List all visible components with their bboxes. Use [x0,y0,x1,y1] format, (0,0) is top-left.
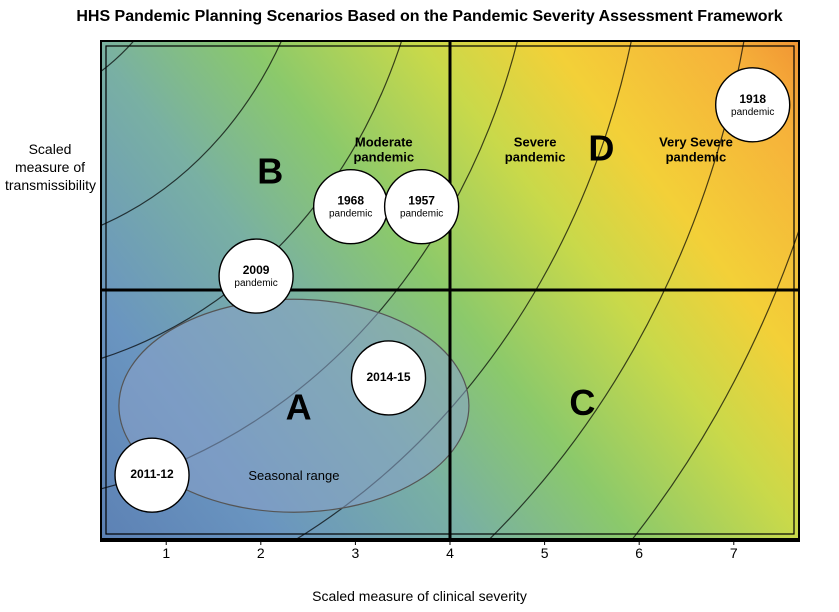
band-label-0: pandemic [353,149,414,164]
xtick-6: 6 [635,545,643,560]
xtick-5: 5 [541,545,549,560]
xtick-4: 4 [446,545,454,560]
band-label-2: Very Severe [659,134,733,149]
bubble-year-2009: 2009 [243,263,270,277]
band-label-1: pandemic [505,149,566,164]
bubble-year-1968: 1968 [337,194,364,208]
bubble-sub-1968: pandemic [329,209,372,220]
bubble-year-1918: 1918 [739,92,766,106]
quadrant-A: A [286,387,312,428]
y-axis-label: Scaled measure of transmissibility [5,140,95,195]
xtick-7: 7 [730,545,738,560]
band-label-1: Severe [514,134,557,149]
band-label-0: Moderate [355,134,413,149]
bubble-year-2014-15: 2014-15 [366,370,410,384]
bubble-year-2011-12: 2011-12 [130,467,174,481]
page-title: HHS Pandemic Planning Scenarios Based on… [60,8,799,26]
bubble-sub-2009: pandemic [234,278,277,289]
quadrant-B: B [257,151,283,192]
bubble-year-1957: 1957 [408,194,435,208]
quadrant-C: C [569,382,595,423]
pandemic-severity-chart: Seasonal rangeModeratepandemicSeverepand… [100,40,800,560]
bubble-sub-1957: pandemic [400,209,443,220]
quadrant-D: D [588,127,614,168]
bubble-sub-1918: pandemic [731,107,774,118]
xtick-2: 2 [257,545,265,560]
xtick-3: 3 [352,545,360,560]
xtick-1: 1 [162,545,170,560]
band-label-2: pandemic [666,149,727,164]
seasonal-range-label: Seasonal range [248,468,339,483]
x-axis-label: Scaled measure of clinical severity [0,588,839,604]
